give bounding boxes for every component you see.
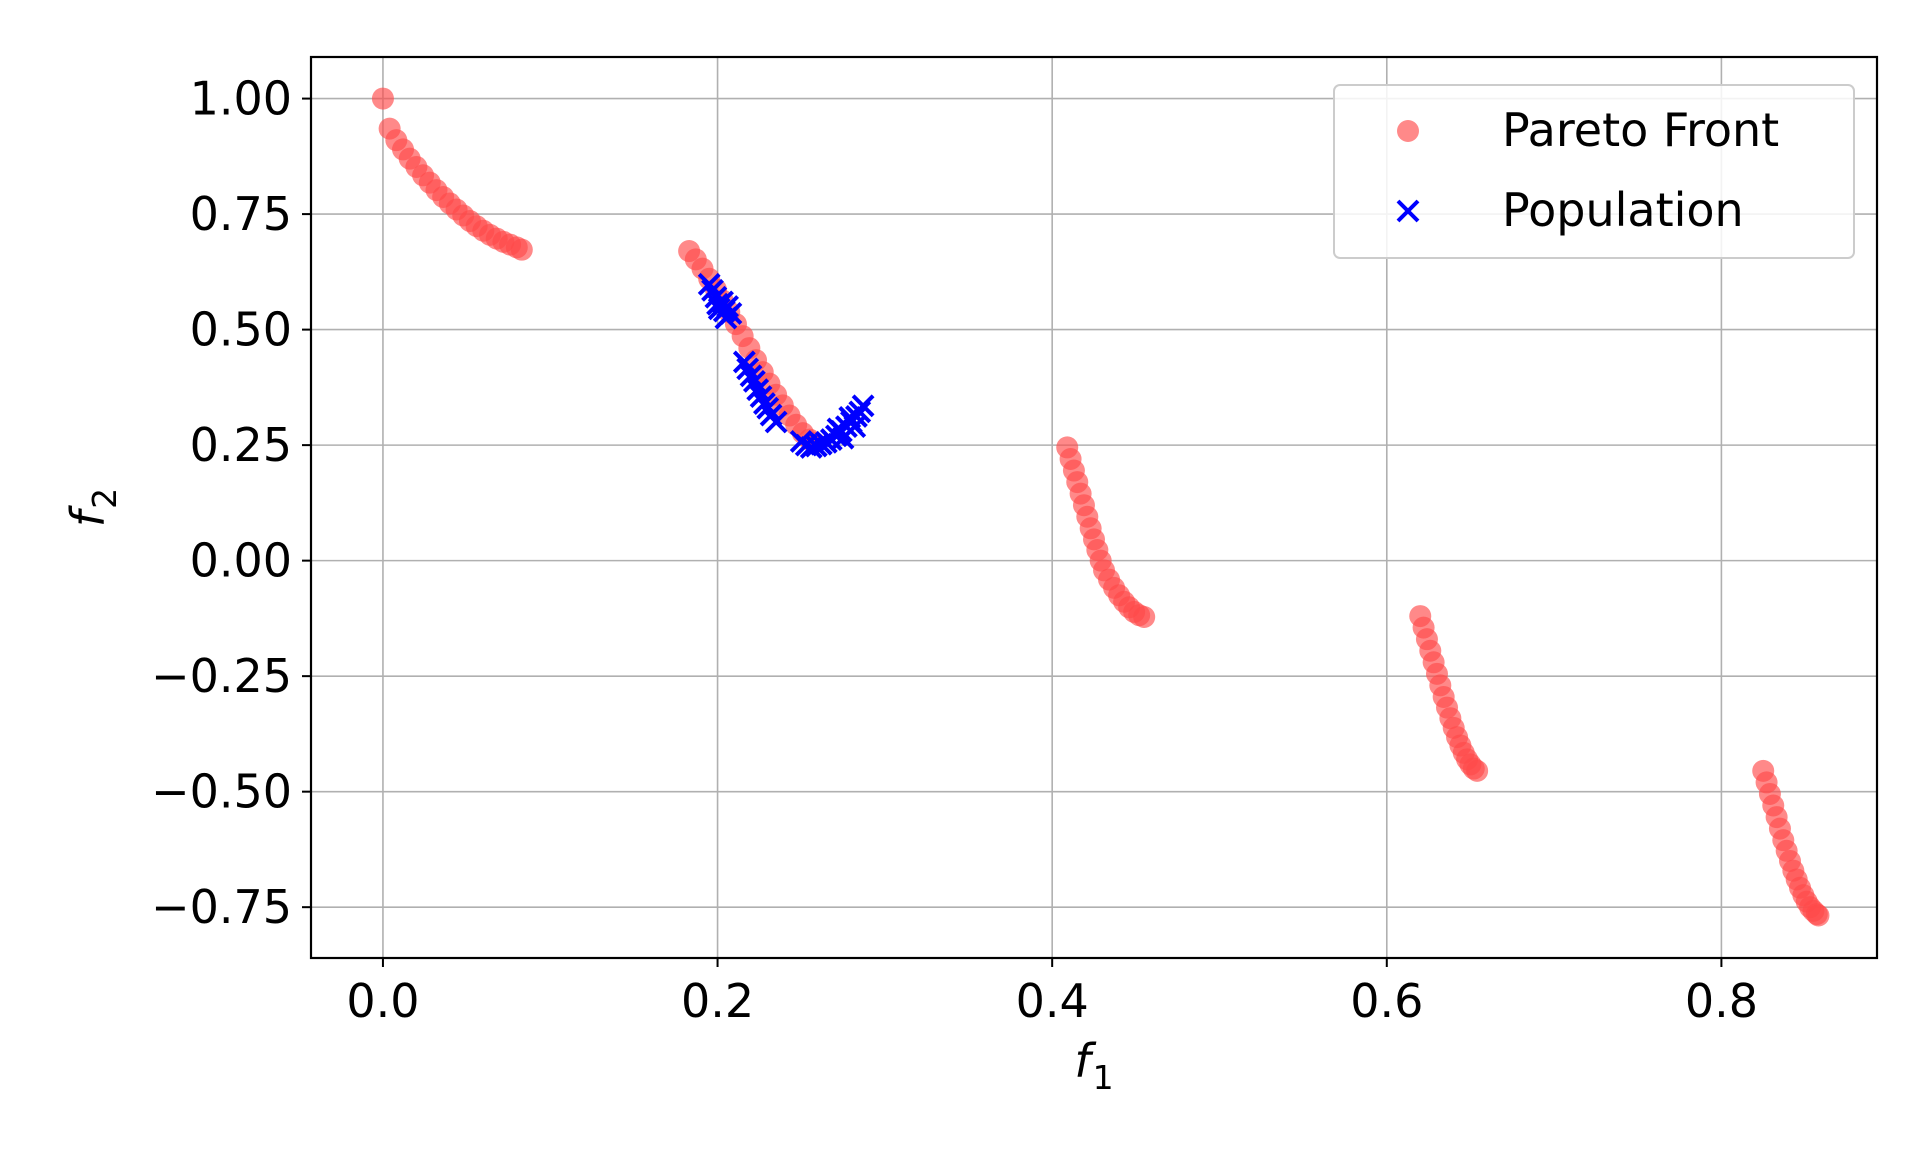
population-point [736,357,760,381]
y-axis-label: f2 [61,488,124,527]
population-marker-stroke [719,302,743,325]
legend-swatch-population [1396,199,1420,223]
legend-box [1333,84,1855,259]
legend-label-population: Population [1502,183,1744,237]
population-marker-stroke [749,385,773,409]
y-tick-label: 0.75 [190,187,292,241]
pareto-front-point [510,238,533,261]
population-marker-stroke [736,357,760,381]
y-tick-label: 0.00 [190,534,292,588]
pareto-front-point [371,87,394,110]
legend-marker-population [1396,199,1420,223]
x-tick-label: 0.4 [1016,974,1089,1028]
y-tick-label: −0.75 [151,880,292,934]
population-marker-stroke [742,369,766,393]
population-marker-stroke [764,410,788,434]
population-point [764,410,788,434]
x-tick-label: 0.0 [346,974,419,1028]
x-tick-label: 0.8 [1685,974,1758,1028]
pareto-front-point [1466,759,1489,782]
axis-ticks: 0.0 0.2 0.4 0.6 0.8 1.00 0.75 0.50 0.25 0.00 −0.25… [151,72,1758,1028]
population-point [749,385,773,409]
legend: Pareto Front Population [1333,84,1855,259]
pareto-front-point [1133,606,1156,629]
population-point [746,378,770,402]
y-tick-label: 0.50 [190,303,292,357]
population-marker-stroke [716,295,740,318]
plot-frame [309,55,1879,960]
y-tick-label: −0.25 [151,649,292,703]
population-point [756,396,780,420]
population-point [719,302,743,325]
population-marker-stroke [732,350,756,374]
x-tick-label: 0.6 [1350,974,1423,1028]
y-tick-label: −0.50 [151,765,292,819]
population-marker-stroke [843,415,867,439]
y-tick-label: 1.00 [190,72,292,126]
population-marker-stroke [826,417,850,441]
population-point [843,415,867,439]
pareto-front-point [1807,904,1830,927]
data-points [371,87,1830,927]
grid-lines [311,57,1877,958]
legend-label-pareto-front: Pareto Front [1502,103,1779,157]
population-marker-stroke [746,378,770,402]
population-point [716,295,740,318]
legend-marker-pareto-front [1397,120,1419,142]
population-point [732,350,756,374]
legend-swatch-pareto-front [1397,120,1419,142]
population-marker-stroke [756,396,780,420]
population-marker-stroke [1396,199,1420,223]
x-axis-label: f1 [1074,1034,1113,1097]
x-tick-label: 0.2 [681,974,754,1028]
y-tick-label: 0.25 [190,418,292,472]
population-marker-stroke [701,278,724,302]
